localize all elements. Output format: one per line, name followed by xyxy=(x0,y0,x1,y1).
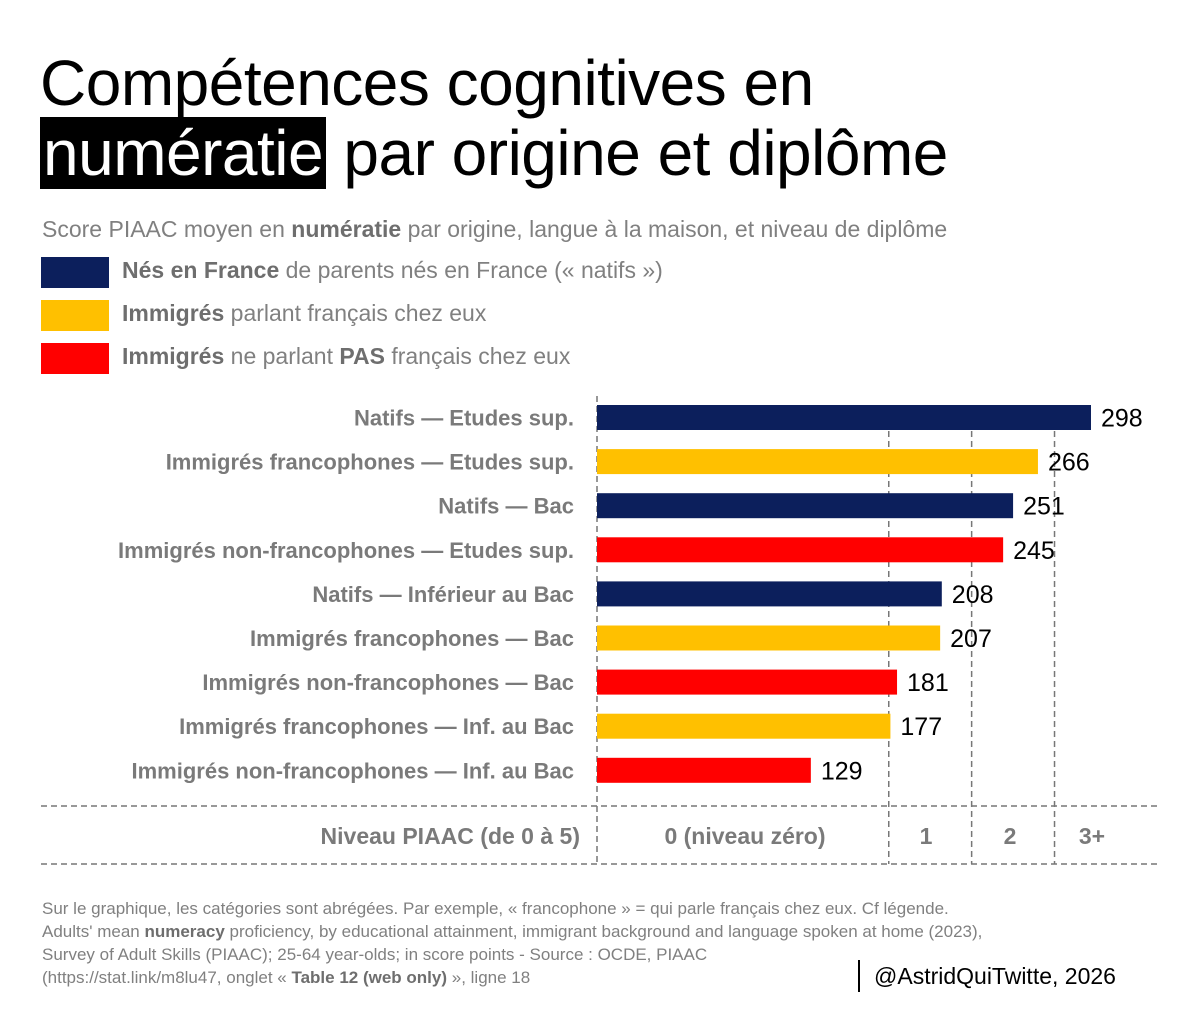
bar xyxy=(597,757,811,783)
bar xyxy=(597,449,1038,475)
category-label: Immigrés francophones — Bac xyxy=(250,626,574,651)
legend-swatch-non-francophones xyxy=(41,343,109,374)
category-label: Immigrés non-francophones — Inf. au Bac xyxy=(131,758,574,783)
footnote-text: (https://stat.link/m8lu47, onglet « xyxy=(42,968,292,987)
footnote-line: Adults' mean numeracy proficiency, by ed… xyxy=(42,920,1162,943)
legend-swatch-francophones xyxy=(41,300,109,331)
legend-label-non-francophones: Immigrés ne parlant PAS français chez eu… xyxy=(122,343,570,370)
title-highlight: numératie xyxy=(40,117,327,189)
legend-swatch-natifs xyxy=(41,257,109,288)
level-label: 1 xyxy=(920,823,933,849)
value-label: 251 xyxy=(1023,493,1065,521)
legend-bold: Nés en France xyxy=(122,257,280,283)
legend-text: français chez eux xyxy=(384,343,571,369)
legend-text: de parents nés en France (« natifs ») xyxy=(279,257,663,283)
level-row-label: Niveau PIAAC (de 0 à 5) xyxy=(321,823,580,849)
category-label: Immigrés francophones — Etudes sup. xyxy=(166,450,574,475)
bar xyxy=(597,625,941,651)
footnote-text: », ligne 18 xyxy=(447,968,531,987)
bar xyxy=(597,493,1014,519)
category-label: Immigrés non-francophones — Bac xyxy=(202,670,574,695)
legend-bold: PAS xyxy=(339,343,385,369)
footnote-line: Survey of Adult Skills (PIAAC); 25-64 ye… xyxy=(42,945,708,964)
footnote: Sur le graphique, les catégories sont ab… xyxy=(42,897,1162,989)
value-label: 177 xyxy=(900,713,942,741)
footnote-line: Sur le graphique, les catégories sont ab… xyxy=(42,899,949,918)
legend-text: parlant français chez eux xyxy=(224,300,487,326)
subtitle-text-after: par origine, langue à la maison, et nive… xyxy=(401,216,948,242)
value-label: 298 xyxy=(1101,405,1143,433)
footnote-bold: numeracy xyxy=(144,922,225,941)
title-line-1: Compétences cognitives en xyxy=(40,47,814,119)
category-label: Natifs — Bac xyxy=(438,494,574,519)
title-line-2: par origine et diplôme xyxy=(326,117,948,189)
subtitle-bold: numératie xyxy=(291,216,402,242)
bar xyxy=(597,581,942,607)
bar xyxy=(597,537,1004,563)
footnote-line: (https://stat.link/m8lu47, onglet « Tabl… xyxy=(42,966,1162,989)
value-label: 207 xyxy=(950,625,992,653)
category-label: Natifs — Inférieur au Bac xyxy=(312,582,574,607)
bar xyxy=(597,669,898,695)
footnote-bold: Table 12 (web only) xyxy=(291,968,448,987)
value-label: 266 xyxy=(1048,449,1090,477)
footnote-text: proficiency, by educational attainment, … xyxy=(224,922,983,941)
value-label: 245 xyxy=(1013,537,1055,565)
level-label: 0 (niveau zéro) xyxy=(664,823,825,849)
legend-text: ne parlant xyxy=(224,343,340,369)
subtitle-text-before: Score PIAAC moyen en xyxy=(42,216,292,242)
legend-bold: Immigrés xyxy=(122,300,225,326)
bar xyxy=(597,405,1091,430)
signature: @AstridQuiTwitte, 2026 xyxy=(858,960,1116,992)
level-label: 3+ xyxy=(1079,823,1105,849)
chart-title: Compétences cognitives en numératie par … xyxy=(40,47,1180,189)
level-label: 2 xyxy=(1004,823,1017,849)
category-label: Immigrés non-francophones — Etudes sup. xyxy=(118,538,574,563)
legend-label-natifs: Nés en France de parents nés en France (… xyxy=(122,257,663,284)
category-label: Immigrés francophones — Inf. au Bac xyxy=(179,714,574,739)
footnote-text: Adults' mean xyxy=(42,922,145,941)
value-label: 129 xyxy=(821,757,863,785)
value-label: 208 xyxy=(952,581,994,609)
chart-subtitle: Score PIAAC moyen en numératie par origi… xyxy=(42,216,947,243)
category-label: Natifs — Etudes sup. xyxy=(354,406,574,431)
bar xyxy=(597,713,891,739)
legend-bold: Immigrés xyxy=(122,343,225,369)
legend-label-francophones: Immigrés parlant français chez eux xyxy=(122,300,486,327)
value-label: 181 xyxy=(907,669,949,697)
